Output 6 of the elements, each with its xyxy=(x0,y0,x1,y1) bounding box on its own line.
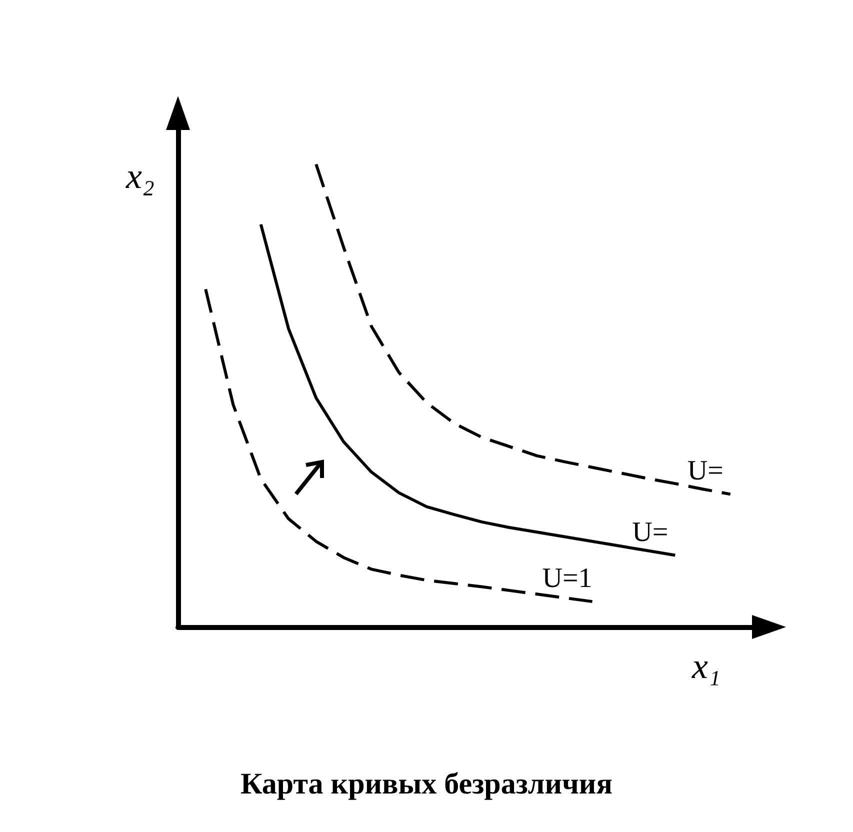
series-label: U= xyxy=(687,456,724,487)
y-axis-title: x₂ xyxy=(125,156,154,196)
x-axis-title: x₁ xyxy=(691,646,720,686)
series-label: U=1 xyxy=(542,563,592,594)
text: Карта кривых безразличия xyxy=(240,768,612,800)
series-label: U= xyxy=(632,516,668,548)
